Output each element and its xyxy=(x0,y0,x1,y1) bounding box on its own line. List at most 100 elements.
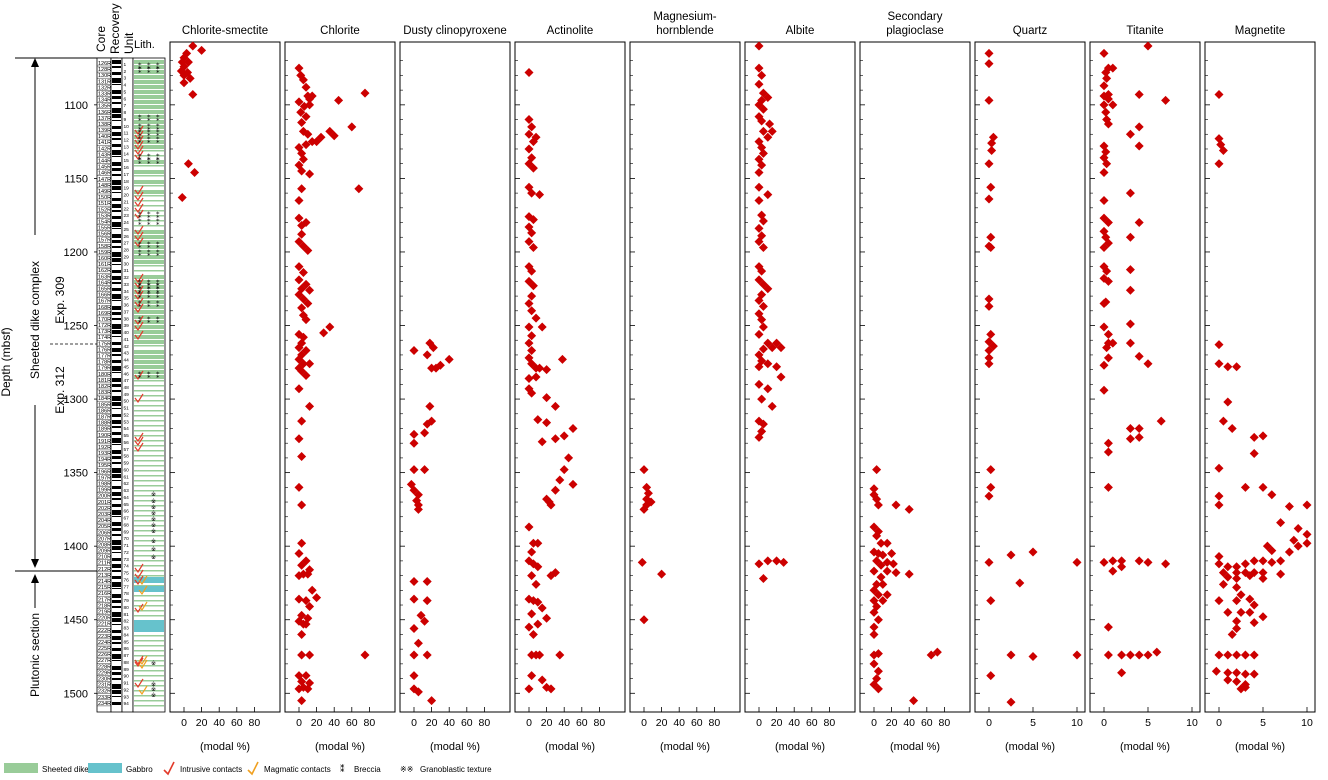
data-point xyxy=(559,431,569,441)
data-point xyxy=(1232,582,1242,592)
unit-label: 85 xyxy=(124,639,130,645)
data-point xyxy=(528,629,538,639)
lith-band xyxy=(134,250,164,254)
data-point xyxy=(1232,568,1242,578)
core-label: 159R xyxy=(98,250,111,256)
unit-label: 81 xyxy=(124,612,130,618)
lith-band xyxy=(134,440,164,442)
data-point xyxy=(297,117,307,127)
panel-9: Magnetite 0 5 10 (modal %) xyxy=(1204,25,1316,753)
breccia-symbol: ⁑ xyxy=(138,212,142,220)
recovery-bar xyxy=(112,576,121,579)
core-label: 209R xyxy=(98,549,111,555)
lith-band xyxy=(134,555,164,557)
breccia-symbol: ⁑ xyxy=(138,301,142,309)
recovery-header: Recovery xyxy=(108,3,122,54)
data-point xyxy=(754,182,764,192)
unit-label: 92 xyxy=(124,687,130,693)
data-point xyxy=(297,451,307,461)
core-label: 165R xyxy=(98,286,111,292)
x-tick-label: 60 xyxy=(806,717,818,729)
recovery-bar xyxy=(112,306,121,310)
depth-tick-label: 1150 xyxy=(64,173,88,185)
data-point xyxy=(527,547,537,557)
data-point xyxy=(557,354,567,364)
data-point xyxy=(1214,359,1224,369)
data-point xyxy=(873,615,883,625)
data-point xyxy=(1143,41,1153,51)
core-label: 147R xyxy=(98,177,111,183)
data-point xyxy=(754,237,764,247)
lith-band xyxy=(134,665,164,667)
data-point xyxy=(984,301,994,311)
panel-title: Chlorite-smectite xyxy=(182,25,268,37)
lith-band xyxy=(134,545,164,547)
data-point xyxy=(1072,557,1082,567)
recovery-bar xyxy=(112,246,121,248)
lith-band xyxy=(134,95,164,99)
data-point xyxy=(1302,529,1312,539)
recovery-bar xyxy=(112,702,121,705)
unit-label: 22 xyxy=(124,206,130,212)
recovery-bar xyxy=(112,228,121,229)
lith-band xyxy=(134,215,164,217)
core-label: 185R xyxy=(98,402,111,408)
data-point xyxy=(1232,596,1242,606)
unit-label: 51 xyxy=(124,406,130,412)
data-point xyxy=(431,363,441,373)
breccia-symbol: ⁑ xyxy=(138,280,142,288)
intrusive-contact xyxy=(134,297,144,308)
data-point xyxy=(1102,343,1112,353)
x-tick-label: 20 xyxy=(656,717,668,729)
recovery-bar xyxy=(112,348,121,352)
data-point xyxy=(524,115,534,125)
data-point xyxy=(528,137,538,147)
lith-header: Lith. xyxy=(134,39,155,51)
legend-label: Intrusive contacts xyxy=(180,765,242,774)
core-label: 132R xyxy=(98,85,111,91)
data-point xyxy=(427,696,437,706)
data-point xyxy=(1232,574,1242,584)
depth-tick-label: 1350 xyxy=(64,468,88,480)
breccia-symbol: ⁑ xyxy=(156,280,160,288)
arrow-head xyxy=(31,574,39,583)
data-point xyxy=(1240,682,1250,692)
data-point xyxy=(876,538,886,548)
x-tick-label: 20 xyxy=(196,717,208,729)
lith-band xyxy=(134,530,164,532)
core-label: 200R xyxy=(98,494,111,500)
lith-band xyxy=(134,515,164,517)
intrusive-contact xyxy=(134,285,144,296)
lith-band xyxy=(134,130,164,134)
data-point xyxy=(1102,266,1112,276)
data-point xyxy=(882,590,892,600)
recovery-bar xyxy=(112,72,121,75)
data-point xyxy=(1103,276,1113,286)
data-point xyxy=(360,650,370,660)
recovery-bar xyxy=(112,552,121,553)
data-point xyxy=(316,132,326,142)
data-point xyxy=(1152,647,1162,657)
intrusive-contact xyxy=(134,130,144,141)
data-point xyxy=(298,154,308,164)
recovery-bar xyxy=(112,696,121,697)
intrusive-contact xyxy=(134,603,144,614)
core-label: 201R xyxy=(98,500,111,506)
lith-band xyxy=(134,390,164,392)
unit-label: 24 xyxy=(124,220,130,226)
lith-band xyxy=(134,295,164,299)
panel-frame xyxy=(629,41,741,713)
lith-band xyxy=(134,220,164,222)
data-point xyxy=(1249,600,1259,610)
lith-band xyxy=(134,420,164,422)
data-point xyxy=(1232,562,1242,572)
recovery-bar xyxy=(112,642,121,644)
lith-band xyxy=(134,705,164,707)
unit-label: 44 xyxy=(124,358,130,364)
data-point xyxy=(1293,524,1303,534)
unit-label: 40 xyxy=(124,330,130,336)
data-point xyxy=(533,619,543,629)
core-label: 142R xyxy=(98,146,111,152)
data-point xyxy=(767,126,777,136)
core-label: 178R xyxy=(98,360,111,366)
